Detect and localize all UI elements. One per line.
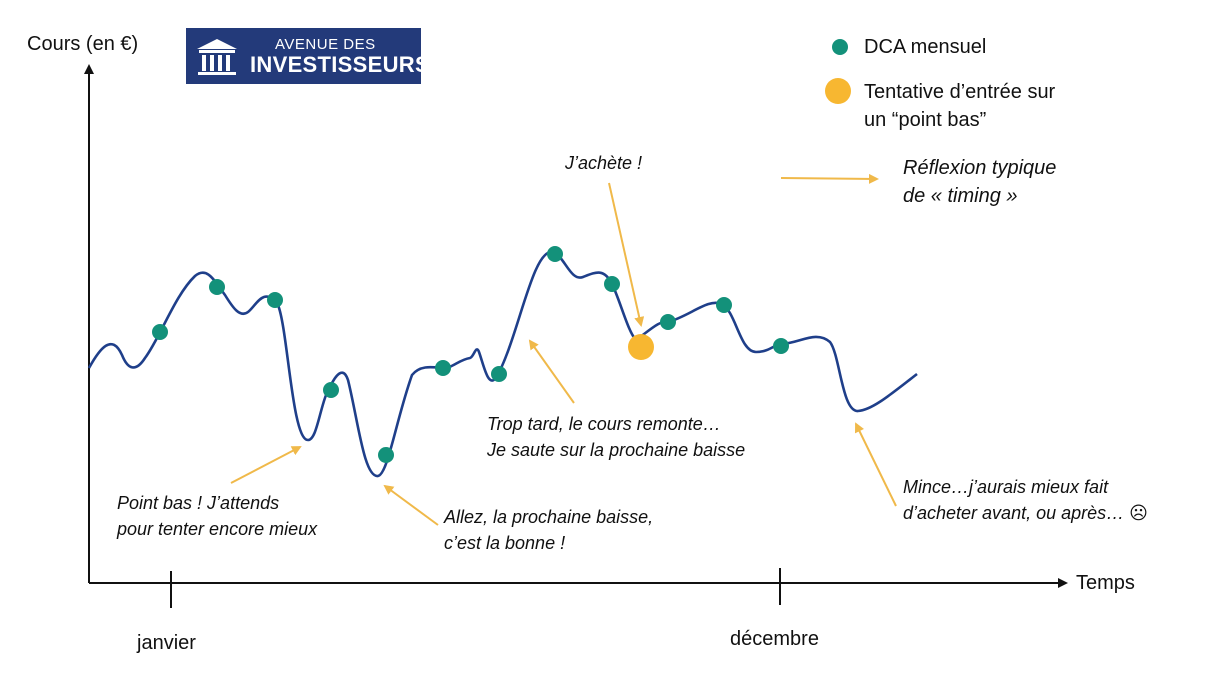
- dca-point: [435, 360, 451, 376]
- legend-arrow-icon: [780, 173, 879, 184]
- dca-point: [323, 382, 339, 398]
- brand-line2: INVESTISSEURS: [250, 52, 430, 77]
- dca-point: [716, 297, 732, 313]
- arrow-buy: [608, 182, 645, 327]
- dca-point: [209, 279, 225, 295]
- brand-line1: AVENUE DES: [275, 36, 376, 53]
- annotation-too-late: Trop tard, le cours remonte… Je saute su…: [487, 414, 746, 460]
- dca-points: [152, 246, 789, 463]
- arrow-next-drop: [383, 484, 439, 526]
- annotation-buy: J’achète !: [565, 153, 643, 173]
- dca-point: [773, 338, 789, 354]
- annotation-low-point: Point bas ! J’attends pour tenter encore…: [117, 493, 318, 539]
- annotation-next-drop: Allez, la prochaine baisse, c’est la bon…: [444, 507, 654, 553]
- arrow-too-late: [528, 339, 575, 404]
- temple-icon: [197, 39, 237, 75]
- dca-point: [604, 276, 620, 292]
- legend-dca-marker: [832, 39, 848, 55]
- arrow-low-point: [230, 446, 302, 484]
- entry-point: [628, 334, 654, 360]
- x-tick-label-end: décembre: [730, 628, 819, 650]
- dca-point: [152, 324, 168, 340]
- brand-logo: AVENUE DES INVESTISSEURS: [186, 28, 430, 84]
- dca-point: [547, 246, 563, 262]
- y-axis-label: Cours (en €): [27, 33, 139, 55]
- price-curve: [87, 250, 918, 478]
- dca-point: [660, 314, 676, 330]
- legend-arrow-label: Réflexion typique de « timing »: [903, 157, 1057, 207]
- dca-point: [378, 447, 394, 463]
- legend-entry-label: Tentative d’entrée sur un “point bas”: [864, 81, 1056, 131]
- x-axis-label: Temps: [1076, 572, 1135, 594]
- arrow-darn: [855, 422, 897, 507]
- dca-point: [267, 292, 283, 308]
- legend-dca-label: DCA mensuel: [864, 36, 987, 58]
- legend-entry-marker: [825, 78, 851, 104]
- annotation-darn: Mince…j’aurais mieux fait d’acheter avan…: [903, 477, 1148, 523]
- dca-point: [491, 366, 507, 382]
- x-tick-label-start: janvier: [137, 632, 196, 654]
